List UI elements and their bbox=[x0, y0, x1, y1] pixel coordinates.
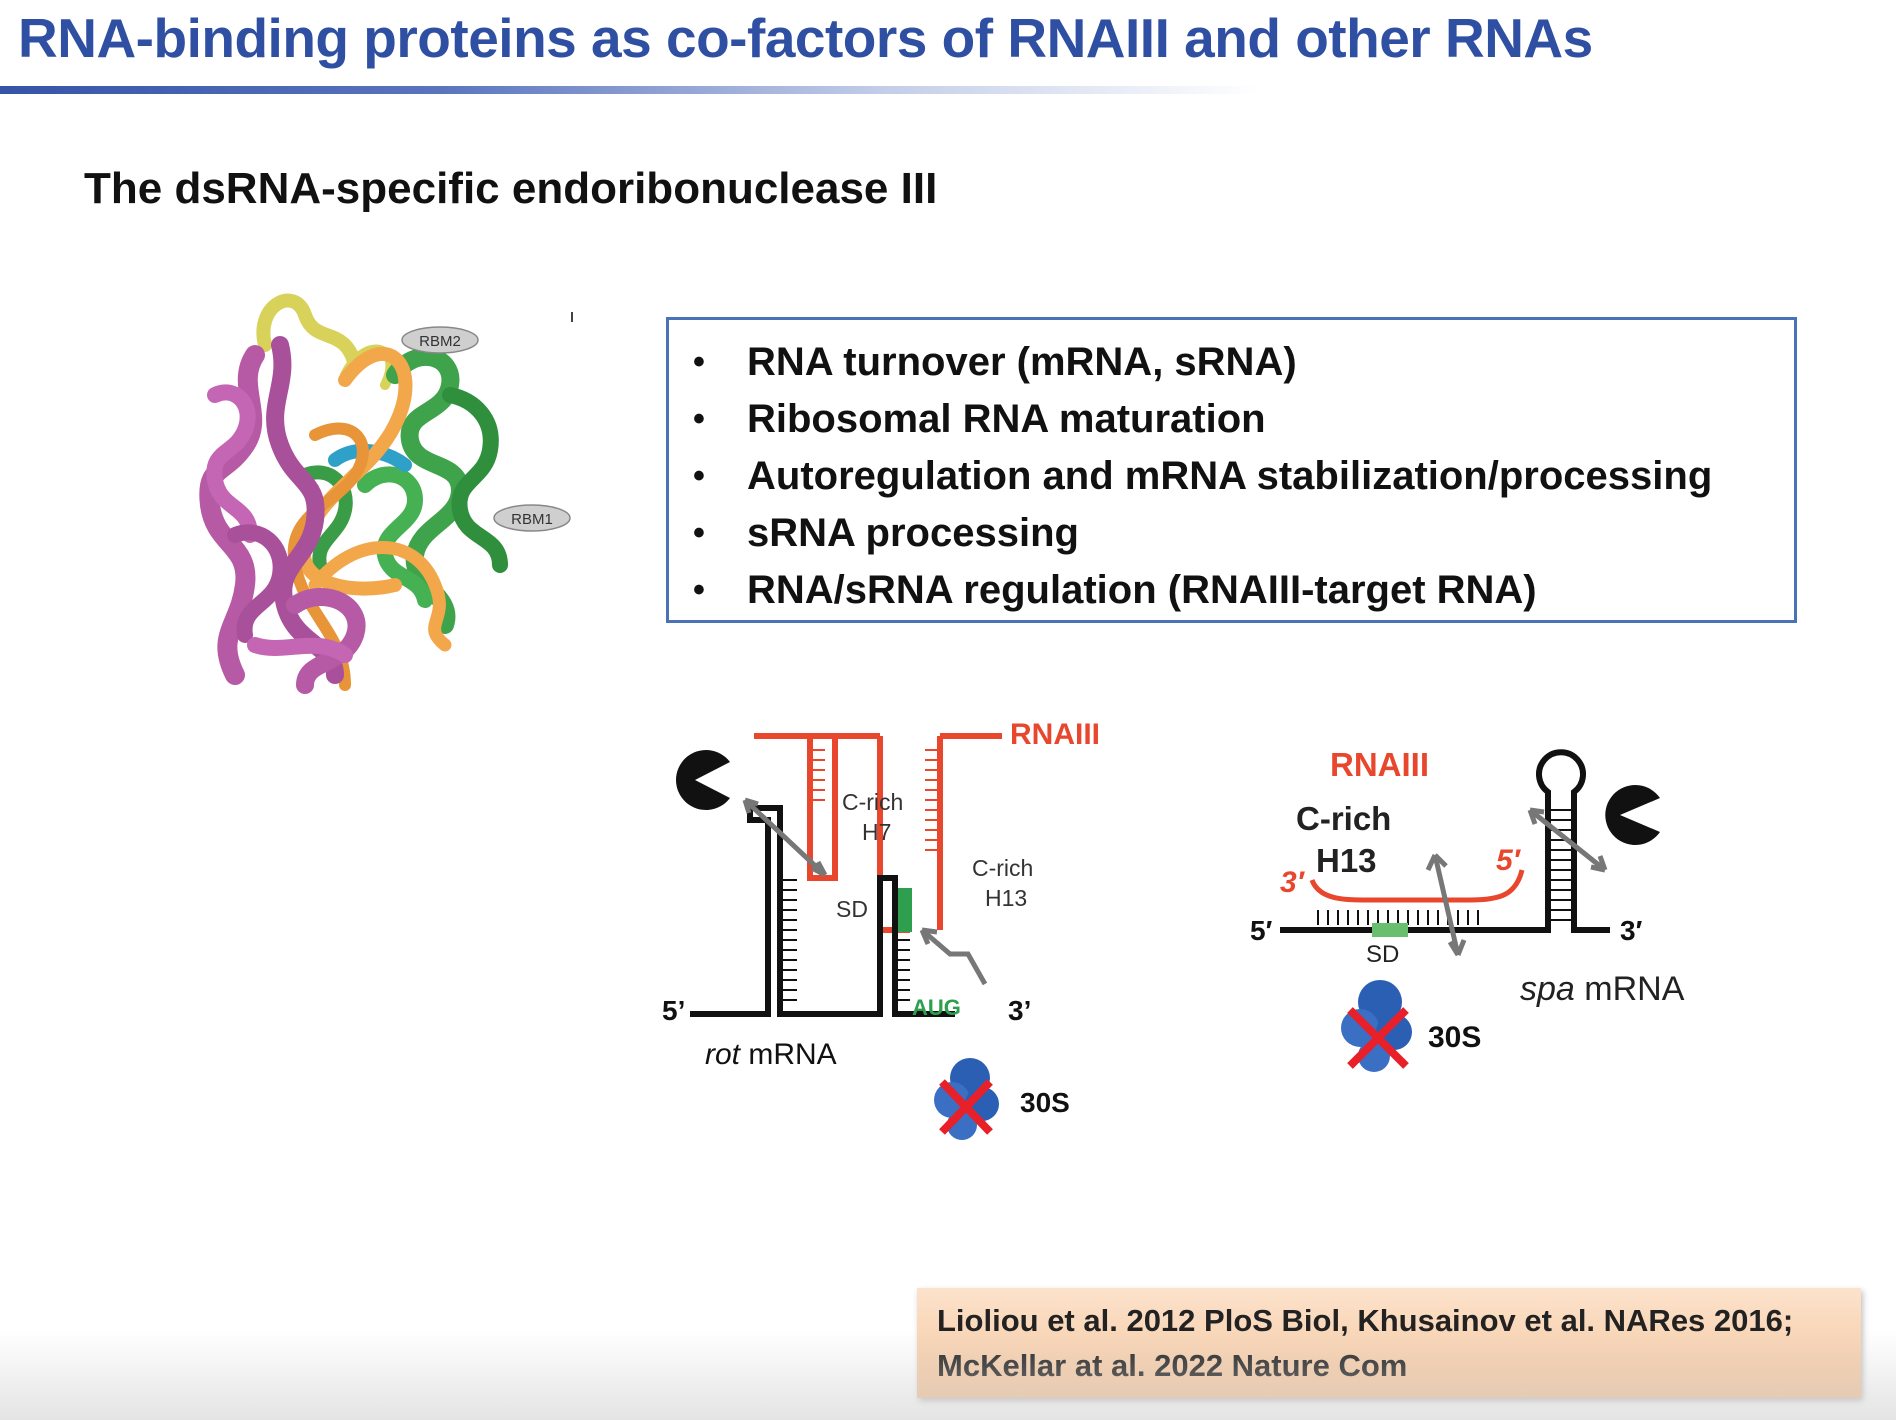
spa-mrna-strand bbox=[1280, 749, 1610, 933]
sd-box bbox=[898, 888, 912, 932]
h7-label: H7 bbox=[862, 819, 891, 845]
bullet-dot: • bbox=[693, 571, 705, 609]
functions-box: • RNA turnover (mRNA, sRNA) • Ribosomal RN… bbox=[666, 317, 1797, 623]
bullet-dot: • bbox=[693, 343, 705, 381]
rot-mrna-basepairs bbox=[783, 879, 910, 1001]
blocked-cross-icon bbox=[939, 1079, 993, 1135]
h7-c-rich-label: C-rich bbox=[842, 789, 903, 815]
spa-rnaiii-strand bbox=[1309, 869, 1525, 903]
h13-label: H13 bbox=[985, 885, 1027, 911]
spa-c-rich-label: C-rich bbox=[1296, 800, 1391, 837]
rot-mrna-strand bbox=[690, 805, 955, 1017]
rbm2-label: RBM2 bbox=[419, 333, 461, 350]
rnase3-pacman-icon bbox=[676, 750, 730, 810]
function-item-text: Autoregulation and mRNA stabilization/pr… bbox=[747, 454, 1713, 498]
spa-blocked-cross-icon bbox=[1347, 1007, 1409, 1069]
rot-mrna-diagram: RNAIII C-rich H7 C-rich H13 SD AUG 5’ 3’… bbox=[662, 718, 1100, 1140]
spa-sd-box bbox=[1372, 923, 1408, 937]
spa-mrna-diagram: RNAIII C-rich H13 3′ 5′ 5′ 3′ SD bbox=[1250, 746, 1685, 1072]
spa-h13-label: H13 bbox=[1316, 842, 1377, 879]
spa-mrna-5prime: 5′ bbox=[1250, 915, 1273, 946]
sd-label: SD bbox=[836, 896, 868, 922]
stray-mark bbox=[571, 312, 573, 322]
rbm2-tag bbox=[401, 326, 479, 354]
rnaiii-basepairs bbox=[813, 749, 937, 851]
spa-hairpin-basepairs bbox=[1551, 809, 1571, 921]
function-item: • Autoregulation and mRNA stabilization/p… bbox=[669, 448, 1794, 505]
bullet-dot: • bbox=[693, 514, 705, 552]
spa-ribosome-label: 30S bbox=[1428, 1021, 1481, 1054]
ribosome-label: 30S bbox=[1020, 1087, 1070, 1118]
five-prime-label: 5’ bbox=[662, 995, 685, 1026]
rnaiii-label: RNAIII bbox=[1010, 718, 1100, 751]
spa-sd-label: SD bbox=[1366, 941, 1399, 968]
slide-subtitle: The dsRNA-specific endoribonuclease III bbox=[84, 164, 938, 213]
three-prime-label: 3’ bbox=[1008, 995, 1031, 1026]
bullet-dot: • bbox=[693, 400, 705, 438]
rnase3-structure-image: RBM2 RBM1 bbox=[199, 293, 571, 694]
function-item: • Ribosomal RNA maturation bbox=[669, 391, 1794, 448]
aug-label: AUG bbox=[912, 995, 961, 1020]
rbm1-tag bbox=[493, 504, 571, 532]
spa-cleavage-arrow-2 bbox=[1527, 807, 1608, 873]
reference-line: Lioliou et al. 2012 PloS Biol, Khusainov… bbox=[937, 1303, 1794, 1338]
function-item: • RNA turnover (mRNA, sRNA) bbox=[669, 334, 1794, 391]
spa-cleavage-arrow bbox=[1425, 853, 1467, 957]
spa-mrna-3prime: 3′ bbox=[1620, 915, 1643, 946]
slide-title: RNA-binding proteins as co-factors of RN… bbox=[18, 7, 1593, 69]
function-item-text: Ribosomal RNA maturation bbox=[747, 397, 1266, 441]
spa-rnase3-pacman-icon bbox=[1605, 785, 1660, 845]
references-box: Lioliou et al. 2012 PloS Biol, Khusainov… bbox=[917, 1288, 1861, 1398]
rbm1-label: RBM1 bbox=[511, 511, 553, 528]
spa-rnaiii-label: RNAIII bbox=[1330, 746, 1429, 783]
bullet-dot: • bbox=[693, 457, 705, 495]
spa-rnaiii-3prime: 3′ bbox=[1280, 866, 1306, 899]
function-item-text: RNA/sRNA regulation (RNAIII-target RNA) bbox=[747, 568, 1537, 612]
function-item-text: RNA turnover (mRNA, sRNA) bbox=[747, 340, 1297, 384]
reference-line: McKellar at al. 2022 Nature Com bbox=[937, 1348, 1408, 1383]
rot-mrna-label: rot mRNA bbox=[705, 1038, 837, 1071]
function-item-text: sRNA processing bbox=[747, 511, 1079, 555]
cleavage-arrow bbox=[742, 797, 828, 878]
cleavage-arrow-2 bbox=[919, 927, 988, 986]
spa-basepairs bbox=[1317, 910, 1479, 925]
function-item: • sRNA processing bbox=[669, 505, 1794, 562]
title-underline bbox=[0, 86, 1260, 94]
spa-mrna-label: spa mRNA bbox=[1520, 970, 1685, 1008]
function-item: • RNA/sRNA regulation (RNAIII-target RNA) bbox=[669, 562, 1794, 619]
spa-rnaiii-5prime: 5′ bbox=[1496, 844, 1522, 877]
h13-c-rich-label: C-rich bbox=[972, 855, 1033, 881]
